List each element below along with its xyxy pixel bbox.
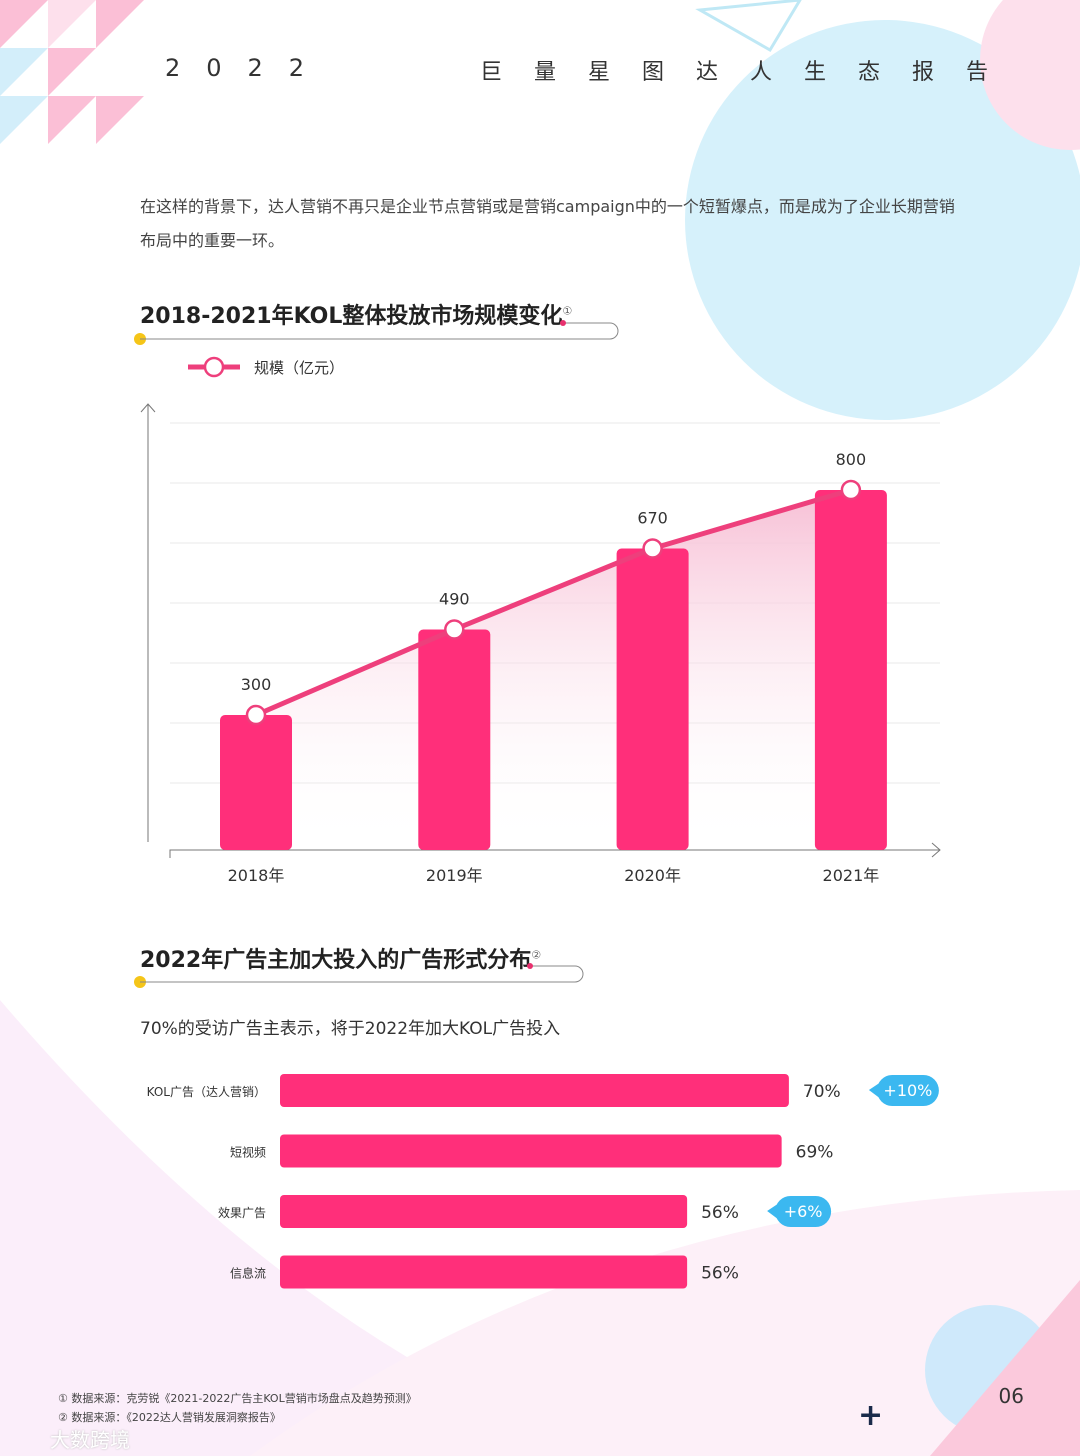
bar-2019年 [418, 629, 491, 850]
x-tick-label: 2021年 [823, 866, 880, 885]
x-tick-label: 2018年 [228, 866, 285, 885]
header-year: 2022 [165, 54, 331, 82]
chart1-legend: 规模（亿元） [188, 356, 344, 378]
chart2-plot: KOL广告（达人营销） 70% +10% 短视频 69% 效果广告 56% +6% 信息流 56% [147, 1074, 939, 1289]
bar-2021年 [814, 490, 887, 850]
line-point [245, 704, 267, 726]
bar-1 [280, 1134, 782, 1168]
watermark: 大数跨境 [50, 1428, 130, 1452]
category-label: 短视频 [230, 1145, 266, 1160]
value-label: 56% [701, 1264, 739, 1284]
bar-3 [280, 1255, 688, 1289]
bar-2 [280, 1195, 688, 1228]
chart2-footnote-mark: ② [531, 948, 542, 962]
data-label: 670 [637, 509, 668, 528]
footnote-1: ① 数据来源：克劳锐《2021-2022广告主KOL营销市场盘点及趋势预测》 [58, 1392, 417, 1405]
data-label: 800 [836, 450, 867, 469]
page-number: 06 [998, 1384, 1024, 1408]
value-label: 69% [796, 1143, 834, 1163]
data-label: 490 [439, 590, 470, 609]
legend-line-marker-icon [188, 356, 240, 378]
callout-badge [876, 1075, 939, 1106]
callout-badge [775, 1196, 832, 1227]
chart1-title-text: 2018-2021年KOL整体投放市场规模变化 [140, 304, 563, 329]
plus-icon: + [858, 1398, 884, 1433]
bar-0 [280, 1074, 789, 1107]
header-title: 巨量星图达人生态报告 [480, 60, 1021, 85]
title-underline-2 [134, 963, 584, 988]
bar-2020年 [616, 548, 689, 850]
series-line [255, 487, 852, 718]
data-label: 300 [241, 675, 272, 694]
bar-2018年 [220, 715, 292, 850]
y-axis [140, 403, 156, 842]
chart1-title: 2018-2021年KOL整体投放市场规模变化① [140, 298, 572, 330]
value-label: 70% [803, 1082, 841, 1102]
value-label: 56% [701, 1203, 739, 1223]
chart1-plot: 2018年 300 2019年 490 2020年 670 2021年 800 [140, 403, 941, 885]
callout-text: +6% [784, 1202, 823, 1221]
line-point [444, 619, 465, 640]
footnote-2: ② 数据来源：《2022达人营销发展洞察报告》 [58, 1411, 281, 1424]
category-label: 效果广告 [218, 1205, 266, 1220]
line-point [840, 479, 862, 501]
line-point [642, 538, 663, 559]
x-tick-label: 2020年 [624, 866, 681, 885]
intro-paragraph: 在这样的背景下，达人营销不再只是企业节点营销或是营销campaign中的一个短暂… [140, 197, 955, 250]
chart2-title: 2022年广告主加大投入的广告形式分布② [140, 942, 541, 974]
x-tick-label: 2019年 [426, 866, 483, 885]
chart2-title-text: 2022年广告主加大投入的广告形式分布 [140, 948, 532, 973]
chart1-footnote-mark: ① [562, 304, 573, 318]
title-underline [134, 320, 619, 345]
category-label: 信息流 [230, 1266, 266, 1281]
chart2-subtitle: 70%的受访广告主表示，将于2022年加大KOL广告投入 [140, 1019, 561, 1039]
legend-label: 规模（亿元） [254, 358, 345, 377]
callout-text: +10% [883, 1081, 932, 1100]
area-fill [256, 490, 851, 850]
category-label: KOL广告（达人营销） [147, 1085, 266, 1099]
